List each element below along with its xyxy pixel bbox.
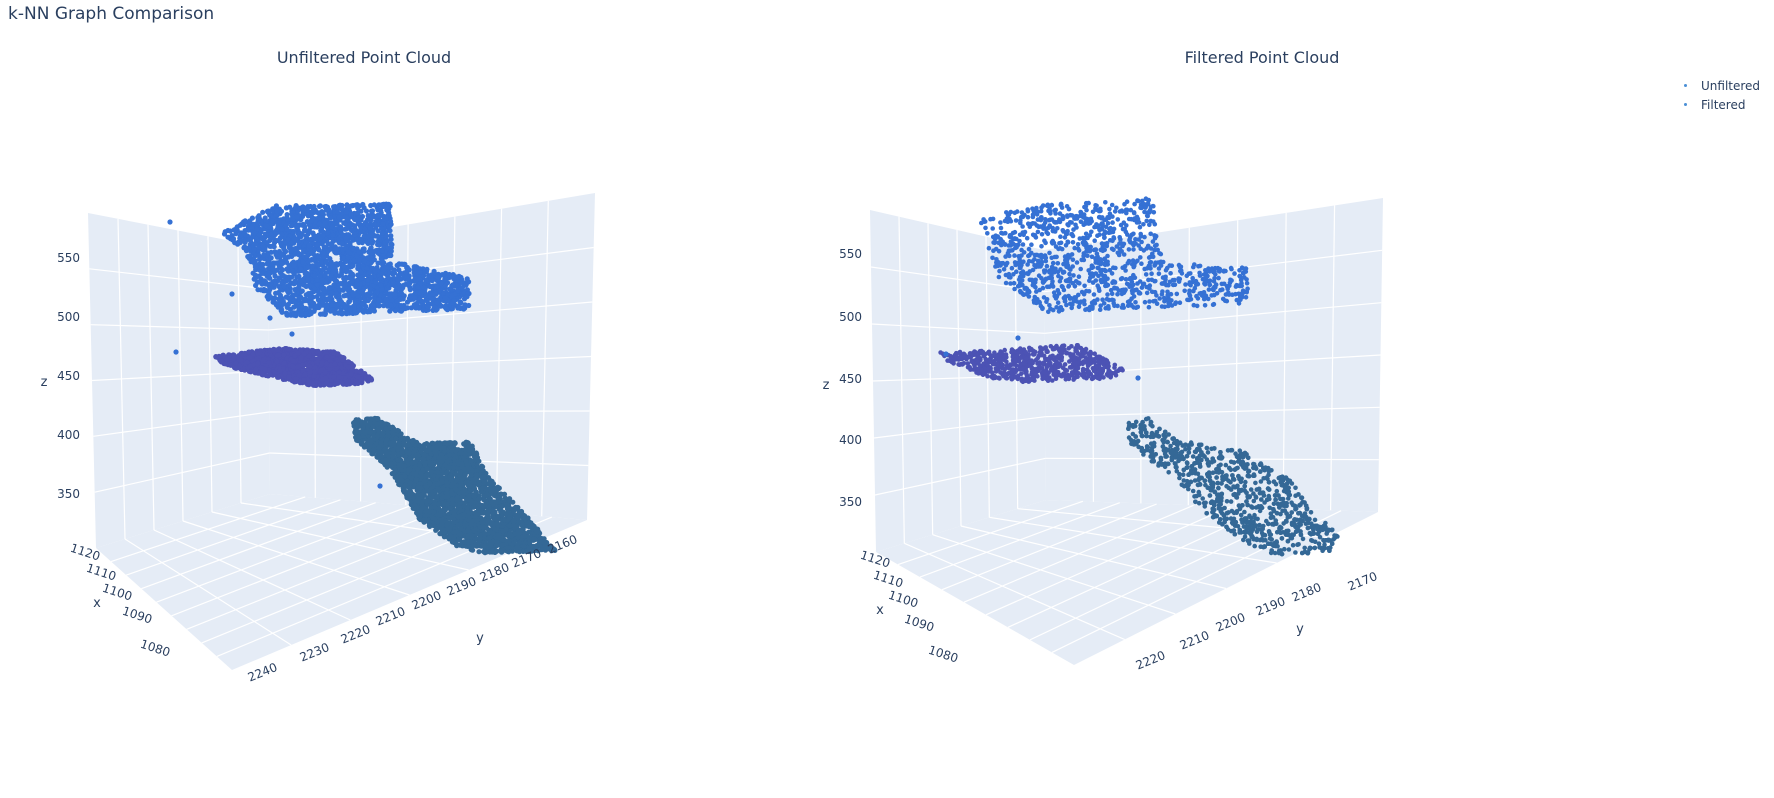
data-point: [237, 222, 243, 228]
legend-label-filtered: Filtered: [1701, 97, 1746, 112]
grid-line-z-wall1: [90, 324, 269, 331]
data-point: [371, 308, 377, 314]
series-top-cluster: [221, 201, 472, 319]
scene-group: 550500450400350z11201110110010901080x224…: [41, 193, 595, 685]
data-point: [249, 215, 255, 221]
grid-line-floor-y: [141, 502, 376, 590]
grid-line-floor-y: [186, 510, 482, 630]
grid-line-z-wall1: [94, 452, 270, 493]
legend-marker-unfiltered: [1684, 84, 1687, 87]
legend: Unfiltered Filtered: [1682, 76, 1760, 114]
grid-line-floor-y: [171, 507, 447, 617]
data-point: [299, 288, 305, 294]
data-point: [273, 290, 279, 296]
grid-line-floor-y: [110, 496, 306, 563]
data-point: [296, 295, 302, 301]
legend-item-unfiltered[interactable]: Unfiltered: [1682, 76, 1760, 95]
figure-title: k-NN Graph Comparison: [8, 4, 215, 24]
subplot-title-filtered: Filtered Point Cloud: [1184, 48, 1340, 67]
subplot-title-unfiltered: Unfiltered Point Cloud: [276, 48, 452, 67]
pane-x-wall: [88, 213, 270, 548]
data-point: [260, 209, 266, 215]
grid-line-floor-y: [126, 499, 341, 576]
legend-item-filtered[interactable]: Filtered: [1682, 95, 1760, 114]
grid-line-floor-x: [153, 529, 351, 621]
grid-line-floor-x: [211, 511, 469, 571]
grid-line-z-wall2: [268, 301, 593, 331]
grid-line-floor-x: [124, 538, 292, 646]
grid-line-floor-x: [182, 520, 410, 596]
grid-line-z-wall1: [93, 411, 270, 437]
legend-marker-filtered: [1684, 103, 1687, 106]
grid-line-z-wall1: [89, 268, 269, 290]
grid-line-z-wall2: [269, 410, 590, 413]
legend-label-unfiltered: Unfiltered: [1701, 78, 1761, 93]
grid-line-floor-y: [156, 504, 412, 603]
grid-line-z-wall1: [91, 370, 270, 382]
